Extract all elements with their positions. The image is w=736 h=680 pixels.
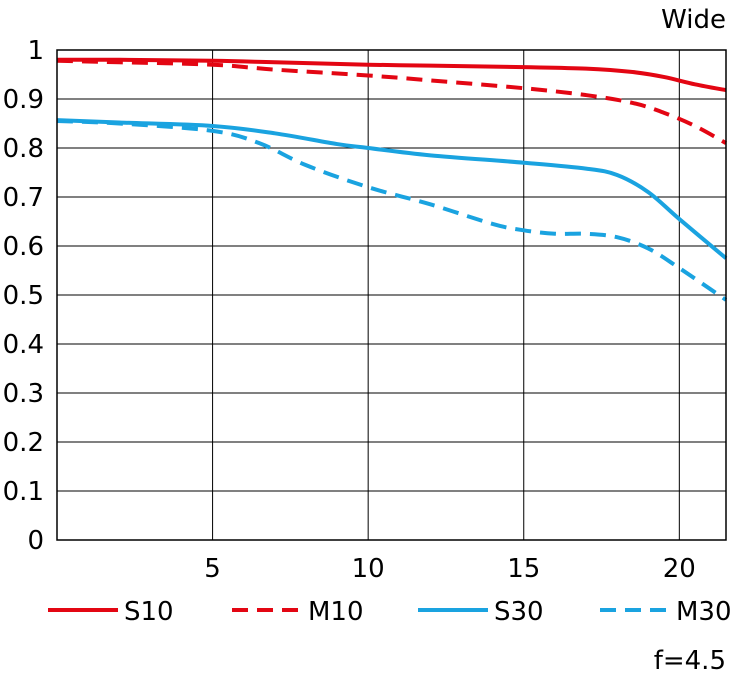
y-tick-label: 0.4	[3, 330, 44, 360]
legend: S10 M10 S30 M30	[48, 597, 732, 627]
series-line-m30	[56, 119, 728, 302]
y-tick-label: 0.3	[3, 379, 44, 409]
series-line-s30	[56, 118, 728, 260]
aperture-label: f=4.5	[654, 646, 726, 676]
x-tick-label: 10	[352, 554, 385, 584]
y-tick-label: 0.2	[3, 428, 44, 458]
x-tick-label: 20	[663, 554, 696, 584]
y-tick-label: 0.8	[3, 134, 44, 164]
y-tick-label: 1	[27, 36, 44, 66]
chart-title: Wide	[661, 5, 726, 35]
y-tick-label: 0.1	[3, 477, 44, 507]
series-line-s10	[56, 57, 727, 93]
plot-frame	[56, 49, 727, 541]
x-tick-label: 5	[204, 554, 221, 584]
legend-label-s10: S10	[124, 597, 174, 627]
axes: 00.10.20.30.40.50.60.70.80.915 10 15 20	[3, 36, 727, 584]
x-tick-label: 15	[507, 554, 540, 584]
y-tick-label: 0.5	[3, 281, 44, 311]
y-tick-label: 0.7	[3, 183, 44, 213]
legend-label-m30: M30	[676, 597, 732, 627]
y-tick-label: 0.6	[3, 232, 44, 262]
legend-label-s30: S30	[494, 597, 544, 627]
series-lines	[56, 57, 728, 302]
y-tick-label: 0.9	[3, 85, 44, 115]
legend-label-m10: M10	[308, 597, 364, 627]
series-line-m10	[56, 58, 727, 145]
y-tick-label: 0	[27, 526, 44, 556]
